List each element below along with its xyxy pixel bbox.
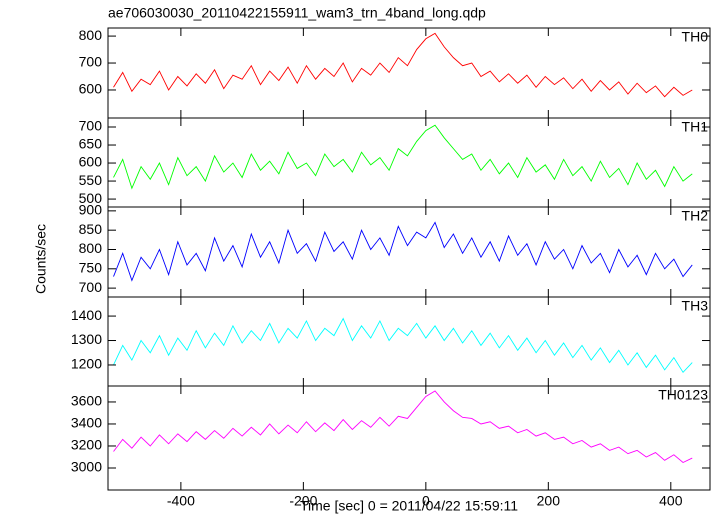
y-tick-label: 700 — [79, 279, 103, 295]
x-tick-label: 400 — [659, 493, 683, 509]
y-tick-label: 600 — [79, 154, 103, 170]
y-tick-label: 3200 — [71, 437, 102, 453]
y-tick-label: 3600 — [71, 393, 102, 409]
data-line — [113, 32, 693, 98]
series-label: TH0123 — [658, 387, 708, 403]
series-label: TH1 — [682, 119, 709, 135]
y-tick-label: 900 — [79, 202, 103, 218]
data-line — [113, 221, 693, 282]
data-line — [113, 124, 693, 190]
panel-frame — [107, 117, 711, 208]
y-axis-label: Counts/sec — [33, 224, 49, 294]
y-tick-label: 3000 — [71, 459, 102, 475]
series-label: TH3 — [682, 298, 709, 314]
y-tick-label: 500 — [79, 190, 103, 206]
x-tick-label: -200 — [289, 493, 317, 509]
y-tick-label: 700 — [79, 54, 103, 70]
y-tick-label: 550 — [79, 172, 103, 188]
panel-frame — [107, 27, 711, 119]
panel-frame — [107, 296, 711, 387]
x-tick-label: -400 — [167, 493, 195, 509]
y-tick-label: 3400 — [71, 415, 102, 431]
y-tick-label: 850 — [79, 221, 103, 237]
series-label: TH2 — [682, 208, 709, 224]
y-tick-label: 600 — [79, 81, 103, 97]
x-axis-label: Time [sec] 0 = 2011/04/22 15:59:11 — [300, 498, 518, 514]
y-tick-label: 750 — [79, 260, 103, 276]
y-tick-label: 1400 — [71, 307, 102, 323]
y-tick-label: 650 — [79, 136, 103, 152]
data-line — [113, 390, 693, 464]
x-tick-label: 0 — [422, 493, 430, 509]
data-line — [113, 317, 693, 374]
series-label: TH0 — [682, 29, 709, 45]
chart-title: ae706030030_20110422155911_wam3_trn_4ban… — [108, 5, 486, 21]
panel-frame — [107, 385, 711, 491]
y-tick-label: 800 — [79, 27, 103, 43]
y-tick-label: 700 — [79, 118, 103, 134]
y-tick-label: 1200 — [71, 356, 102, 372]
y-tick-label: 1300 — [71, 331, 102, 347]
x-tick-label: 200 — [537, 493, 561, 509]
y-tick-label: 800 — [79, 240, 103, 256]
